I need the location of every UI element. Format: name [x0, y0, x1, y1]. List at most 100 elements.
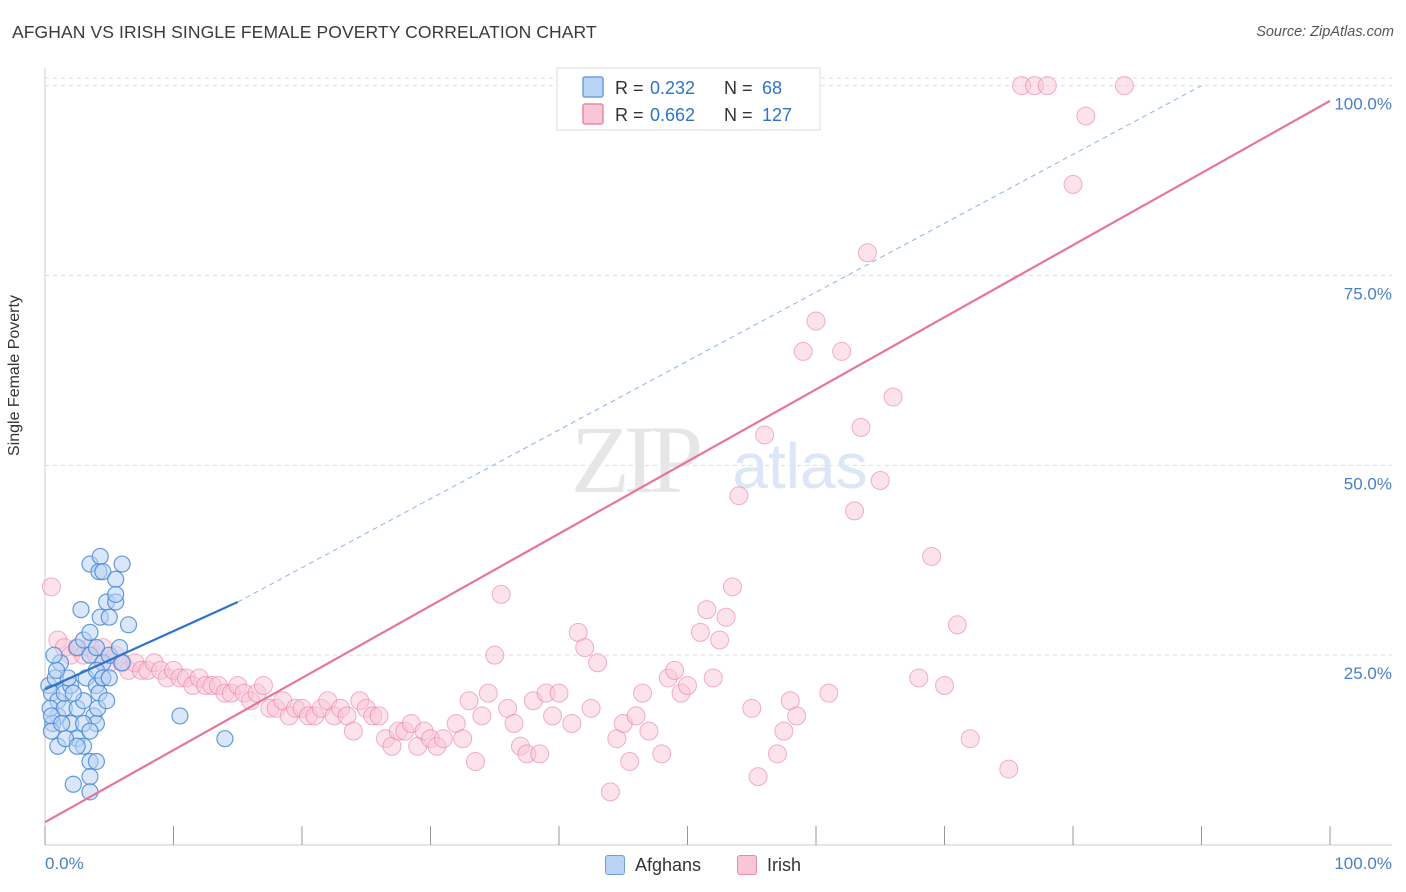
irish-point-33 [253, 676, 273, 696]
watermark: ZIP atlas [571, 406, 868, 513]
irish-point-68 [485, 645, 505, 665]
irish-point-88 [626, 706, 646, 726]
irish-point-114 [845, 501, 865, 521]
irish-point-119 [909, 668, 929, 688]
irish-point-99 [710, 630, 730, 650]
irish-point-100 [716, 607, 736, 627]
irish-point-103 [742, 698, 762, 718]
bottom-legend: Afghans Irish [0, 852, 1406, 878]
legend-r-value-irish: 0.662 [650, 105, 695, 125]
afghan-point-49 [87, 752, 106, 771]
afghan-point-45 [81, 768, 99, 786]
irish-point-64 [459, 691, 479, 711]
irish-point-0 [41, 577, 61, 597]
legend-label-irish: Irish [767, 854, 802, 875]
afghan-point-41 [64, 775, 82, 793]
irish-point-63 [453, 729, 473, 749]
afghan-point-62 [107, 570, 125, 588]
y-tick-label-50: 50.0% [1344, 474, 1392, 493]
legend-label-afghans: Afghans [634, 854, 702, 875]
afghan-point-55 [94, 563, 112, 581]
irish-point-82 [581, 698, 601, 718]
irish-point-78 [549, 683, 569, 703]
irish-point-98 [703, 668, 723, 688]
tick-labels: 25.0% 50.0% 75.0% 100.0% 0.0% 100.0% [45, 95, 1392, 873]
y-tick-label-100: 100.0% [1334, 95, 1392, 114]
afghan-points [40, 547, 234, 801]
irish-point-75 [530, 744, 550, 764]
legend-n-label-afghans: N = [724, 78, 753, 98]
irish-point-83 [588, 653, 608, 673]
irish-point-130 [1114, 76, 1134, 96]
irish-point-124 [999, 759, 1019, 779]
afghan-point-26 [72, 601, 90, 619]
legend-r-label-afghans: R = [615, 78, 644, 98]
afghan-point-63 [113, 555, 131, 573]
irish-points [41, 76, 1134, 802]
source-label: Source: ZipAtlas.com [1256, 24, 1394, 40]
afghan-point-29 [81, 623, 99, 641]
afghan-trend-extension [237, 85, 1202, 603]
legend-item-afghans[interactable]: Afghans [604, 854, 702, 876]
afghan-point-65 [119, 616, 138, 634]
irish-point-95 [678, 676, 697, 696]
x-tick-label-0: 0.0% [45, 854, 84, 873]
irish-point-122 [947, 615, 967, 635]
irish-point-104 [748, 767, 768, 787]
axes [44, 68, 1392, 846]
irish-point-66 [472, 706, 492, 726]
afghan-point-47 [81, 722, 99, 740]
afghan-trend-line [44, 601, 239, 691]
afghan-point-17 [64, 684, 82, 702]
afghan-point-18 [47, 661, 66, 679]
irish-point-102 [729, 486, 749, 506]
irish-point-121 [935, 676, 954, 696]
irish-point-110 [793, 341, 813, 361]
irish-point-79 [562, 714, 582, 734]
x-tick-label-100: 100.0% [1334, 854, 1392, 873]
legend-r-label-irish: R = [615, 105, 644, 125]
trend-lines [44, 85, 1331, 824]
afghan-point-54 [91, 547, 109, 566]
irish-point-61 [433, 729, 453, 749]
irish-point-107 [774, 721, 794, 741]
irish-point-109 [787, 706, 807, 726]
irish-point-96 [690, 622, 710, 642]
irish-point-67 [478, 683, 498, 703]
irish-point-47 [343, 721, 363, 741]
irish-point-51 [369, 706, 389, 726]
irish-point-89 [633, 683, 653, 703]
legend-swatch-irish [582, 103, 604, 125]
afghan-point-42 [68, 737, 86, 755]
y-tick-label-25: 25.0% [1344, 664, 1392, 683]
irish-point-91 [652, 744, 672, 764]
legend-swatch-afghans [582, 76, 604, 98]
irish-point-129 [1076, 106, 1096, 126]
irish-point-116 [857, 243, 877, 263]
afghan-point-19 [45, 646, 63, 664]
afghan-point-57 [100, 608, 118, 626]
irish-point-127 [1037, 76, 1057, 96]
legend-item-irish[interactable]: Irish [737, 855, 801, 876]
irish-point-115 [851, 417, 871, 437]
irish-point-77 [543, 706, 563, 726]
legend-n-label-irish: N = [724, 105, 753, 125]
irish-point-128 [1063, 174, 1083, 194]
afghan-point-66 [171, 707, 189, 725]
irish-trend-line [44, 99, 1331, 824]
irish-point-93 [665, 660, 685, 680]
afghan-point-58 [100, 669, 118, 687]
irish-point-113 [832, 341, 852, 361]
irish-point-69 [491, 584, 511, 604]
legend-n-value-afghans: 68 [762, 78, 782, 98]
gridlines [45, 77, 1392, 656]
watermark-atlas: atlas [732, 430, 867, 502]
irish-point-84 [600, 782, 620, 802]
irish-point-118 [883, 387, 903, 407]
irish-point-97 [697, 600, 717, 620]
irish-point-81 [575, 638, 595, 658]
watermark-zip: ZIP [571, 406, 700, 513]
irish-point-87 [620, 751, 640, 771]
afghan-point-34 [87, 638, 106, 657]
